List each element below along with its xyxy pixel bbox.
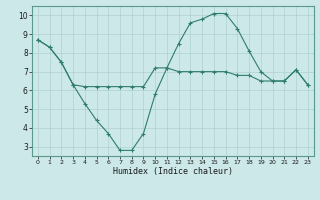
X-axis label: Humidex (Indice chaleur): Humidex (Indice chaleur) xyxy=(113,167,233,176)
